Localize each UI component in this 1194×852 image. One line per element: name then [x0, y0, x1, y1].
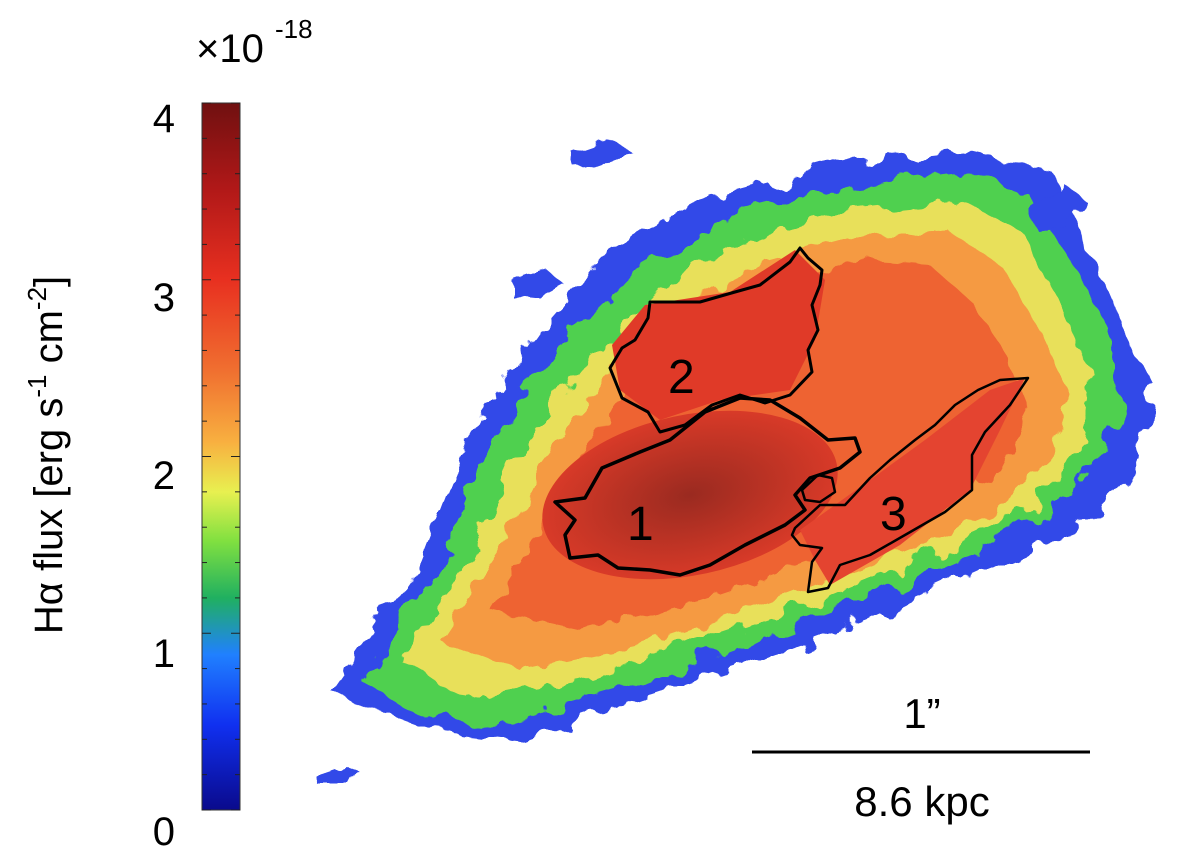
- colorbar-exponent-power: -18: [275, 14, 313, 44]
- colorbar-exponent: ×10 -18: [196, 14, 313, 71]
- colorbar-tick-label: 2: [153, 454, 175, 498]
- region-3-inner-loop: [800, 473, 837, 504]
- axis-title-mid: cm: [27, 310, 71, 374]
- colorbar-tick-label: 0: [153, 810, 175, 852]
- region-1-contour: [553, 396, 862, 577]
- region-2-contour: [608, 246, 824, 434]
- region-contours: [553, 246, 1030, 594]
- axis-title-sup2: -2: [22, 287, 52, 310]
- colorbar-tick-label: 1: [153, 632, 175, 676]
- axis-title-main: Hα flux [erg s: [27, 398, 71, 635]
- flux-map-image: [315, 138, 1150, 785]
- axis-title-sup1: -1: [22, 375, 52, 398]
- flux-core-region2: [612, 250, 825, 420]
- flux-core-region3: [800, 378, 1025, 585]
- scale-bar: 1” 8.6 kpc: [752, 690, 1090, 825]
- region-3-contour: [790, 376, 1030, 594]
- flux-clump: [570, 138, 630, 168]
- colorbar-exponent-prefix: ×10: [196, 27, 264, 71]
- scale-bar-angular-label: 1”: [903, 690, 940, 737]
- colorbar: 4 3 2 1 0 ×10 -18 Hα flux [erg s-1 cm-2]: [22, 14, 313, 852]
- colorbar-axis-title: Hα flux [erg s-1 cm-2]: [22, 276, 71, 634]
- colorbar-tick-label: 3: [153, 276, 175, 320]
- flux-clump: [510, 268, 565, 298]
- axis-title-end: ]: [27, 276, 71, 287]
- region-label-1: 1: [627, 498, 654, 551]
- flux-clump: [1030, 185, 1085, 228]
- flux-clump: [315, 765, 358, 785]
- region-label-3: 3: [880, 488, 907, 541]
- colorbar-tick-label: 4: [153, 97, 175, 141]
- scale-bar-physical-label: 8.6 kpc: [854, 778, 989, 825]
- colorbar-tick-marks: [202, 102, 240, 811]
- region-label-2: 2: [668, 351, 695, 404]
